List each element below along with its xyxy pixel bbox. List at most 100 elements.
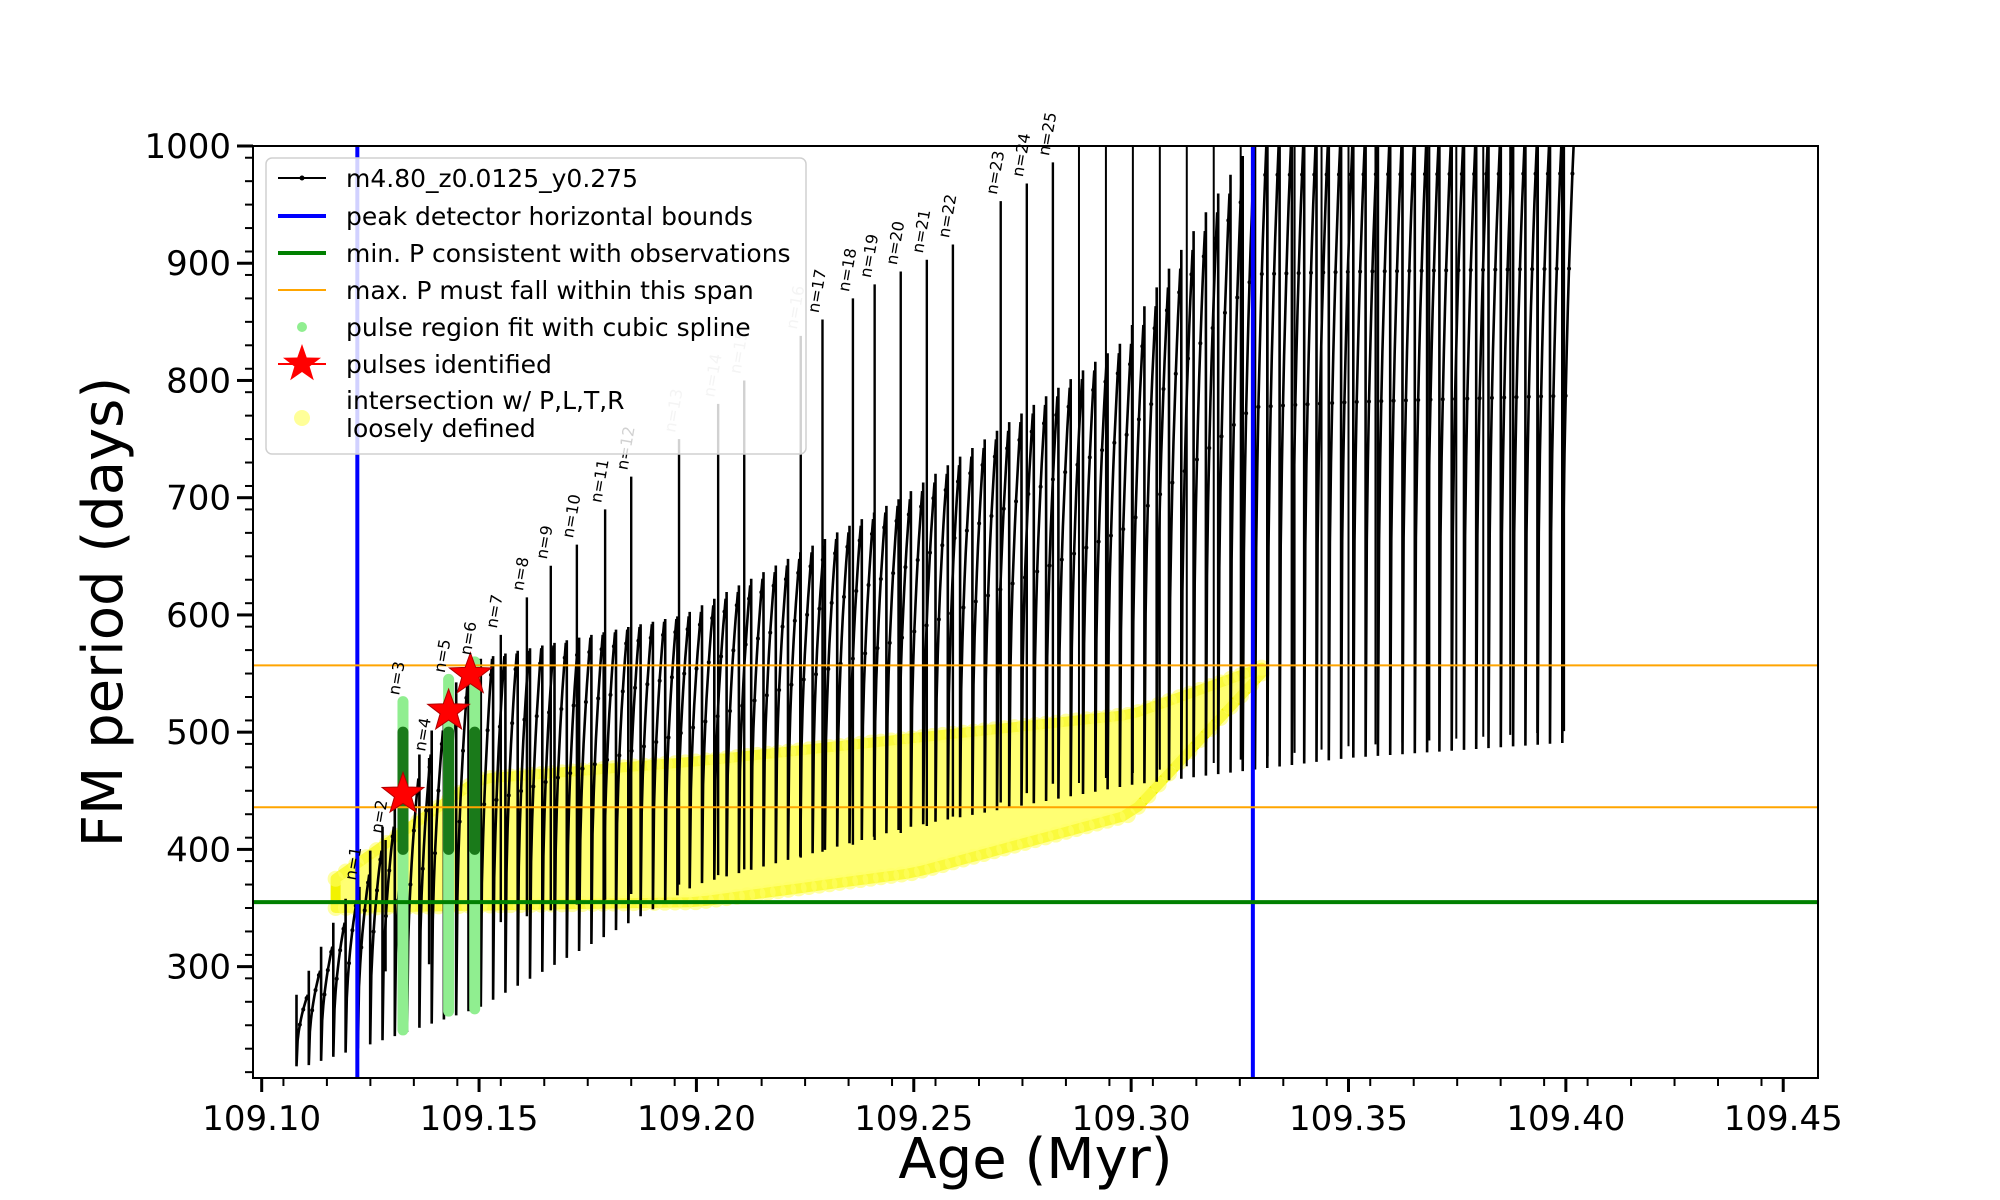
track-marker xyxy=(789,682,794,687)
legend-swatch-big-dot xyxy=(294,410,310,426)
track-marker xyxy=(1435,172,1440,177)
track-marker xyxy=(350,928,355,933)
track-marker xyxy=(338,948,343,953)
track-marker xyxy=(1259,272,1264,277)
track-marker xyxy=(906,512,911,517)
track-marker xyxy=(887,640,892,645)
track-marker xyxy=(1170,480,1175,485)
track-marker xyxy=(559,707,564,712)
track-marker xyxy=(955,479,960,484)
track-marker xyxy=(1398,172,1403,177)
track-marker xyxy=(1108,533,1113,538)
track-marker xyxy=(1284,271,1289,276)
track-marker xyxy=(1263,172,1268,177)
track-marker xyxy=(1324,172,1329,177)
track-marker xyxy=(1214,236,1219,241)
track-marker xyxy=(636,638,641,643)
track-marker xyxy=(986,593,991,598)
track-marker xyxy=(814,672,819,677)
track-marker xyxy=(1014,499,1019,504)
track-marker xyxy=(857,538,862,543)
track-marker xyxy=(433,851,438,856)
track-marker xyxy=(796,570,801,575)
track-marker xyxy=(522,717,527,722)
track-marker xyxy=(829,600,834,605)
track-marker xyxy=(1570,171,1575,176)
track-marker xyxy=(1382,269,1387,274)
y-tick-label: 300 xyxy=(166,948,231,988)
track-marker xyxy=(817,606,822,611)
track-marker xyxy=(833,551,838,556)
track-marker xyxy=(1268,404,1273,409)
track-marker xyxy=(1484,171,1489,176)
track-marker xyxy=(1394,269,1399,274)
track-marker xyxy=(488,672,493,677)
track-marker xyxy=(780,624,785,629)
track-marker xyxy=(366,880,371,885)
track-marker xyxy=(1047,563,1052,568)
track-marker xyxy=(1096,539,1101,544)
track-marker xyxy=(808,564,813,569)
track-marker xyxy=(1091,388,1096,393)
track-marker xyxy=(992,454,997,459)
track-marker xyxy=(882,525,887,530)
track-marker xyxy=(1367,399,1372,404)
track-marker xyxy=(494,797,499,802)
track-marker xyxy=(1296,271,1301,276)
track-marker xyxy=(666,735,671,740)
track-marker xyxy=(501,670,506,675)
track-line xyxy=(295,146,1575,1067)
track-marker xyxy=(777,688,782,693)
track-marker xyxy=(1177,290,1182,295)
track-marker xyxy=(1489,395,1494,400)
y-tick-label: 1000 xyxy=(144,127,231,167)
track-marker xyxy=(1558,171,1563,176)
track-marker xyxy=(1472,171,1477,176)
track-marker xyxy=(531,784,536,789)
track-marker xyxy=(657,678,662,683)
track-marker xyxy=(1349,172,1354,177)
track-marker xyxy=(759,590,764,595)
track-marker xyxy=(378,857,383,862)
track-marker xyxy=(1063,470,1068,475)
track-marker xyxy=(1539,394,1544,399)
x-tick-label: 109.30 xyxy=(1072,1099,1191,1139)
track-marker xyxy=(485,728,490,733)
track-marker xyxy=(580,766,585,771)
track-marker xyxy=(464,695,469,700)
legend-label: pulses identified xyxy=(346,350,552,379)
legend-label: m4.80_z0.0125_y0.275 xyxy=(346,164,638,193)
track-marker xyxy=(706,660,711,665)
track-marker xyxy=(869,531,874,536)
track-marker xyxy=(764,693,769,698)
track-marker xyxy=(1342,400,1347,405)
intersection-point xyxy=(1150,776,1167,793)
track-marker xyxy=(961,605,966,610)
y-tick-label: 800 xyxy=(166,361,231,401)
track-marker xyxy=(1502,395,1507,400)
identified-pulse-star-n3 xyxy=(380,770,426,814)
track-marker xyxy=(543,780,548,785)
track-marker xyxy=(633,685,638,690)
track-marker xyxy=(747,596,752,601)
spline-fit-layer xyxy=(397,656,481,1036)
track-marker xyxy=(347,961,352,966)
track-marker xyxy=(1514,395,1519,400)
track-marker xyxy=(583,699,588,704)
track-marker xyxy=(341,926,346,931)
track-marker xyxy=(1305,402,1310,407)
track-marker xyxy=(805,612,810,617)
track-marker xyxy=(1010,581,1015,586)
track-marker xyxy=(1041,421,1046,426)
intersection-point xyxy=(1253,659,1270,676)
track-marker xyxy=(719,654,724,659)
track-marker xyxy=(1354,399,1359,404)
track-marker xyxy=(1136,417,1141,422)
track-marker xyxy=(1545,171,1550,176)
track-marker xyxy=(1164,308,1169,313)
legend-swatch-track-marker xyxy=(299,175,305,181)
track-marker xyxy=(1281,403,1285,408)
track-marker xyxy=(1035,569,1040,574)
identified-pulse-star-n6 xyxy=(447,651,493,694)
